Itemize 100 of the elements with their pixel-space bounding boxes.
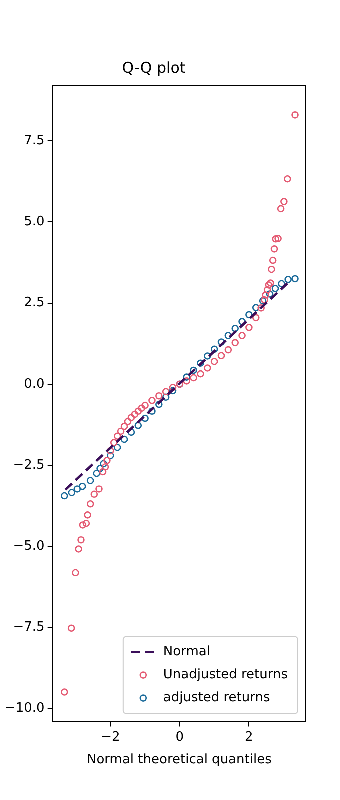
point	[265, 282, 273, 289]
point	[134, 408, 142, 416]
point	[90, 490, 98, 498]
y-tick-label: −5.0	[13, 539, 45, 554]
point	[78, 536, 85, 544]
point	[258, 304, 265, 312]
point	[252, 314, 260, 322]
point	[162, 394, 170, 402]
legend-label: adjusted returns	[163, 690, 270, 706]
point	[169, 387, 177, 395]
y-tick-label: −7.5	[13, 620, 45, 636]
point	[104, 457, 111, 464]
point	[224, 332, 232, 340]
y-tick-label: 0.0	[24, 376, 45, 392]
point	[280, 198, 288, 206]
point	[204, 364, 212, 372]
point	[210, 346, 218, 354]
point	[262, 292, 270, 299]
point	[190, 374, 198, 382]
point	[68, 624, 76, 632]
point	[169, 384, 177, 392]
y-tick-label: 7.5	[24, 134, 45, 149]
point	[96, 465, 104, 472]
point	[232, 324, 239, 332]
point	[204, 352, 212, 360]
point	[96, 486, 103, 493]
point	[117, 428, 125, 436]
point	[86, 500, 94, 508]
point	[99, 468, 107, 476]
point	[110, 439, 118, 446]
point	[78, 482, 86, 490]
point	[246, 324, 253, 332]
point	[72, 569, 80, 577]
point	[197, 360, 204, 367]
point	[120, 422, 128, 430]
point	[266, 290, 274, 298]
point	[86, 477, 94, 484]
y-tick-label: −10.0	[4, 701, 45, 716]
point	[278, 280, 286, 288]
point	[120, 436, 128, 444]
point	[114, 444, 122, 452]
point	[102, 464, 110, 471]
point	[197, 370, 204, 378]
point	[114, 432, 122, 440]
legend-label: Normal	[163, 644, 210, 660]
point	[190, 366, 198, 374]
point	[142, 414, 149, 422]
y-tick-label: 2.5	[24, 296, 45, 311]
point	[274, 235, 282, 242]
point	[79, 522, 87, 529]
point	[142, 402, 149, 410]
point	[183, 374, 191, 381]
legend-label: Unadjusted returns	[163, 668, 288, 683]
point	[156, 392, 163, 400]
point	[60, 492, 68, 500]
chart-title: Q-Q plot	[122, 58, 186, 77]
point	[100, 460, 108, 468]
point	[270, 246, 278, 253]
point	[162, 388, 170, 396]
point	[267, 280, 274, 287]
point	[84, 512, 92, 519]
point	[272, 285, 280, 292]
point	[131, 410, 139, 418]
point	[210, 358, 218, 366]
point	[156, 400, 163, 408]
point	[269, 256, 277, 264]
point	[272, 235, 280, 243]
point	[74, 486, 82, 493]
x-axis-title: Normal theoretical quantiles	[86, 752, 272, 768]
point	[124, 418, 132, 426]
point	[68, 489, 76, 496]
point	[277, 205, 285, 213]
x-tick-label: 0	[176, 730, 184, 745]
point	[148, 408, 156, 416]
point	[60, 688, 68, 696]
point	[82, 520, 90, 528]
point	[292, 275, 299, 283]
x-tick-label: −2	[101, 730, 120, 745]
point	[128, 414, 136, 422]
point	[134, 422, 142, 430]
point	[75, 546, 82, 553]
point	[284, 276, 292, 284]
point	[138, 404, 146, 412]
point	[284, 175, 292, 183]
point	[93, 470, 100, 478]
point	[148, 397, 156, 404]
point	[107, 447, 114, 455]
x-tick-label: 2	[245, 730, 254, 745]
point	[183, 378, 191, 385]
point	[224, 346, 232, 354]
point	[268, 266, 276, 274]
point	[246, 311, 253, 319]
point	[264, 286, 272, 294]
point	[107, 452, 114, 460]
y-tick-label: −2.5	[13, 458, 45, 473]
point	[232, 339, 239, 347]
point	[218, 338, 226, 346]
point	[238, 332, 246, 340]
point	[252, 304, 260, 312]
point	[218, 352, 226, 360]
